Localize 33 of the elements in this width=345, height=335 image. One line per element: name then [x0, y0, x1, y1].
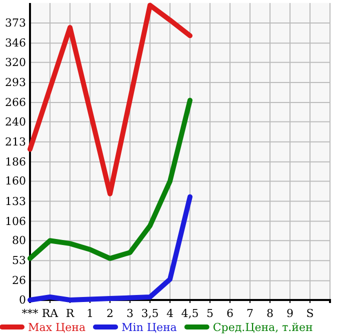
y-tick-label: 106: [5, 214, 26, 228]
x-tick-label: ***: [22, 306, 39, 320]
legend-label: Min Цена: [122, 321, 178, 334]
y-tick-label: 293: [5, 76, 26, 89]
y-tick-label: 53: [12, 254, 26, 268]
x-tick-label: 4,5: [181, 306, 199, 320]
y-tick-label: 213: [5, 135, 26, 148]
y-tick-label: 80: [12, 234, 26, 248]
y-tick-label: 186: [5, 155, 26, 168]
y-tick-label: 0: [19, 294, 26, 307]
legend-label: Max Цена: [28, 321, 86, 334]
y-tick-label: 160: [5, 174, 26, 188]
x-tick-label: 9: [286, 306, 294, 320]
x-tick-label: 4: [166, 306, 174, 320]
y-tick-label: 240: [5, 115, 26, 128]
x-tick-label: 3: [126, 306, 134, 320]
x-tick-label: 8: [266, 306, 274, 320]
y-tick-label: 373: [5, 16, 26, 30]
y-tick-label: 266: [5, 96, 26, 110]
x-tick-label: R: [66, 306, 75, 320]
y-tick-label: 133: [5, 194, 26, 208]
legend-label: Сред.Цена, т.йен: [212, 321, 313, 334]
x-tick-label: 5: [206, 306, 214, 320]
x-tick-label: 6: [226, 306, 234, 320]
x-tick-label: 3,5: [141, 306, 159, 320]
x-tick-label: S: [306, 306, 314, 320]
x-tick-label: 7: [246, 306, 254, 320]
y-tick-label: 346: [5, 36, 26, 50]
y-tick-label: 26: [12, 274, 26, 288]
x-tick-label: RA: [42, 306, 60, 320]
y-tick-label: 320: [5, 56, 26, 69]
x-tick-label: 2: [106, 306, 114, 320]
x-tick-label: 1: [86, 306, 94, 320]
